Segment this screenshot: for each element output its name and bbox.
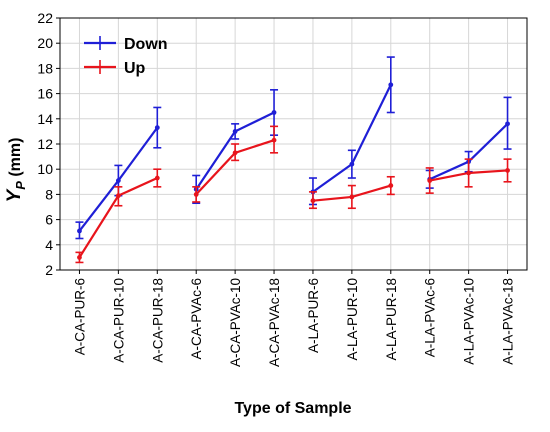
y-tick-label: 22: [37, 10, 53, 26]
data-point: [232, 129, 238, 134]
legend-down-label: Down: [124, 36, 168, 53]
data-point: [349, 194, 355, 200]
data-point: [115, 193, 121, 199]
x-axis-label: Type of Sample: [234, 400, 351, 417]
data-point: [349, 161, 355, 167]
x-tick-label: A-CA-PUR-18: [150, 278, 165, 363]
y-axis-label: YP (mm): [4, 138, 28, 203]
y-axis-label-main: Y: [4, 187, 25, 202]
y-axis-label-subscript: P: [13, 181, 28, 190]
data-point: [388, 183, 394, 188]
y-axis-label-unit: (mm): [7, 138, 24, 182]
x-tick-label: A-LA-PUR-10: [345, 278, 360, 361]
data-point: [310, 198, 316, 204]
x-tick-label: A-CA-PVAc-10: [228, 278, 243, 367]
y-tick-label: 10: [37, 161, 53, 177]
y-tick-label: 14: [37, 111, 53, 127]
data-point: [77, 255, 82, 260]
data-point: [505, 168, 510, 173]
data-point: [271, 110, 277, 115]
data-point: [232, 150, 238, 156]
y-tick-label: 4: [45, 237, 53, 253]
x-axis-ticks: A-CA-PUR-6 A-CA-PUR-10 A-CA-PUR-18 A-CA-PVA…: [72, 270, 516, 367]
y-tick-label: 8: [45, 186, 53, 202]
grid-lines: [60, 17, 527, 271]
x-tick-label: A-LA-PVAc-10: [462, 278, 477, 365]
plot-frame: [59, 17, 528, 271]
x-tick-label: A-CA-PUR-10: [111, 278, 126, 363]
series-up: [75, 125, 512, 264]
y-axis-ticks: 2 4 6 8 10 12 14 16 18 20 22: [37, 10, 60, 278]
x-tick-label: A-LA-PVAc-6: [423, 278, 438, 357]
series-lines: [75, 56, 512, 264]
y-tick-label: 16: [37, 86, 53, 102]
legend-up-label: Up: [124, 60, 146, 77]
x-tick-label: A-LA-PUR-6: [306, 278, 321, 353]
x-tick-label: A-CA-PVAc-18: [267, 278, 282, 367]
data-point: [77, 228, 82, 234]
y-tick-label: 18: [37, 60, 53, 76]
legend: Down Up: [84, 36, 168, 77]
data-point: [427, 178, 433, 183]
data-point: [271, 137, 277, 143]
data-point: [193, 192, 199, 197]
data-point: [154, 175, 160, 181]
y-tick-label: 6: [45, 212, 53, 228]
series-down: [75, 56, 512, 240]
data-point: [115, 178, 121, 183]
x-tick-label: A-LA-PVAc-18: [501, 278, 516, 365]
data-point: [388, 82, 394, 88]
data-point: [466, 170, 472, 176]
y-tick-label: 2: [45, 262, 53, 278]
y-tick-label: 12: [37, 136, 53, 152]
data-point: [505, 121, 510, 127]
x-tick-label: A-CA-PVAc-6: [189, 278, 204, 360]
x-tick-label: A-LA-PUR-18: [384, 278, 399, 361]
y-tick-label: 20: [37, 35, 53, 51]
x-tick-label: A-CA-PUR-6: [72, 278, 87, 355]
data-point: [154, 125, 160, 131]
